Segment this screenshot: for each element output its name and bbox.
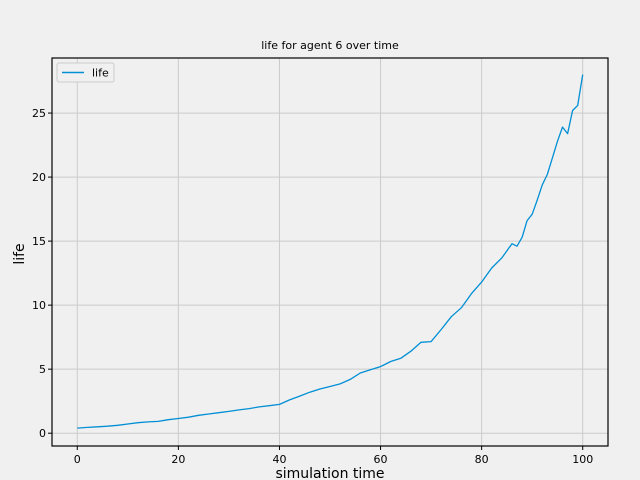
y-tick-label: 10 xyxy=(32,299,46,312)
grid xyxy=(52,58,608,446)
plot-border xyxy=(51,57,609,447)
legend-label-life: life xyxy=(92,67,109,80)
y-tick-label: 20 xyxy=(32,171,46,184)
y-tick-label: 25 xyxy=(32,107,46,120)
x-tick-label: 0 xyxy=(74,453,81,466)
x-tick-label: 20 xyxy=(171,453,185,466)
plot-area xyxy=(52,58,608,446)
legend-box xyxy=(56,62,115,83)
x-tick-label: 100 xyxy=(572,453,593,466)
y-axis: 0 5 10 15 20 25 xyxy=(32,107,52,440)
x-axis-label: simulation time xyxy=(275,466,384,480)
y-tick-label: 15 xyxy=(32,235,46,248)
x-tick-label: 40 xyxy=(272,453,286,466)
series-layer xyxy=(77,74,584,429)
x-tick-label: 60 xyxy=(374,453,388,466)
chart-title: life for agent 6 over time xyxy=(261,39,399,52)
x-axis: 0 20 40 60 80 100 xyxy=(74,446,593,466)
y-axis-label: life xyxy=(12,243,28,264)
series-line-life xyxy=(77,74,584,429)
legend: life xyxy=(56,62,115,83)
y-tick-label: 0 xyxy=(39,427,46,440)
x-tick-label: 80 xyxy=(475,453,489,466)
y-tick-label: 5 xyxy=(39,363,46,376)
